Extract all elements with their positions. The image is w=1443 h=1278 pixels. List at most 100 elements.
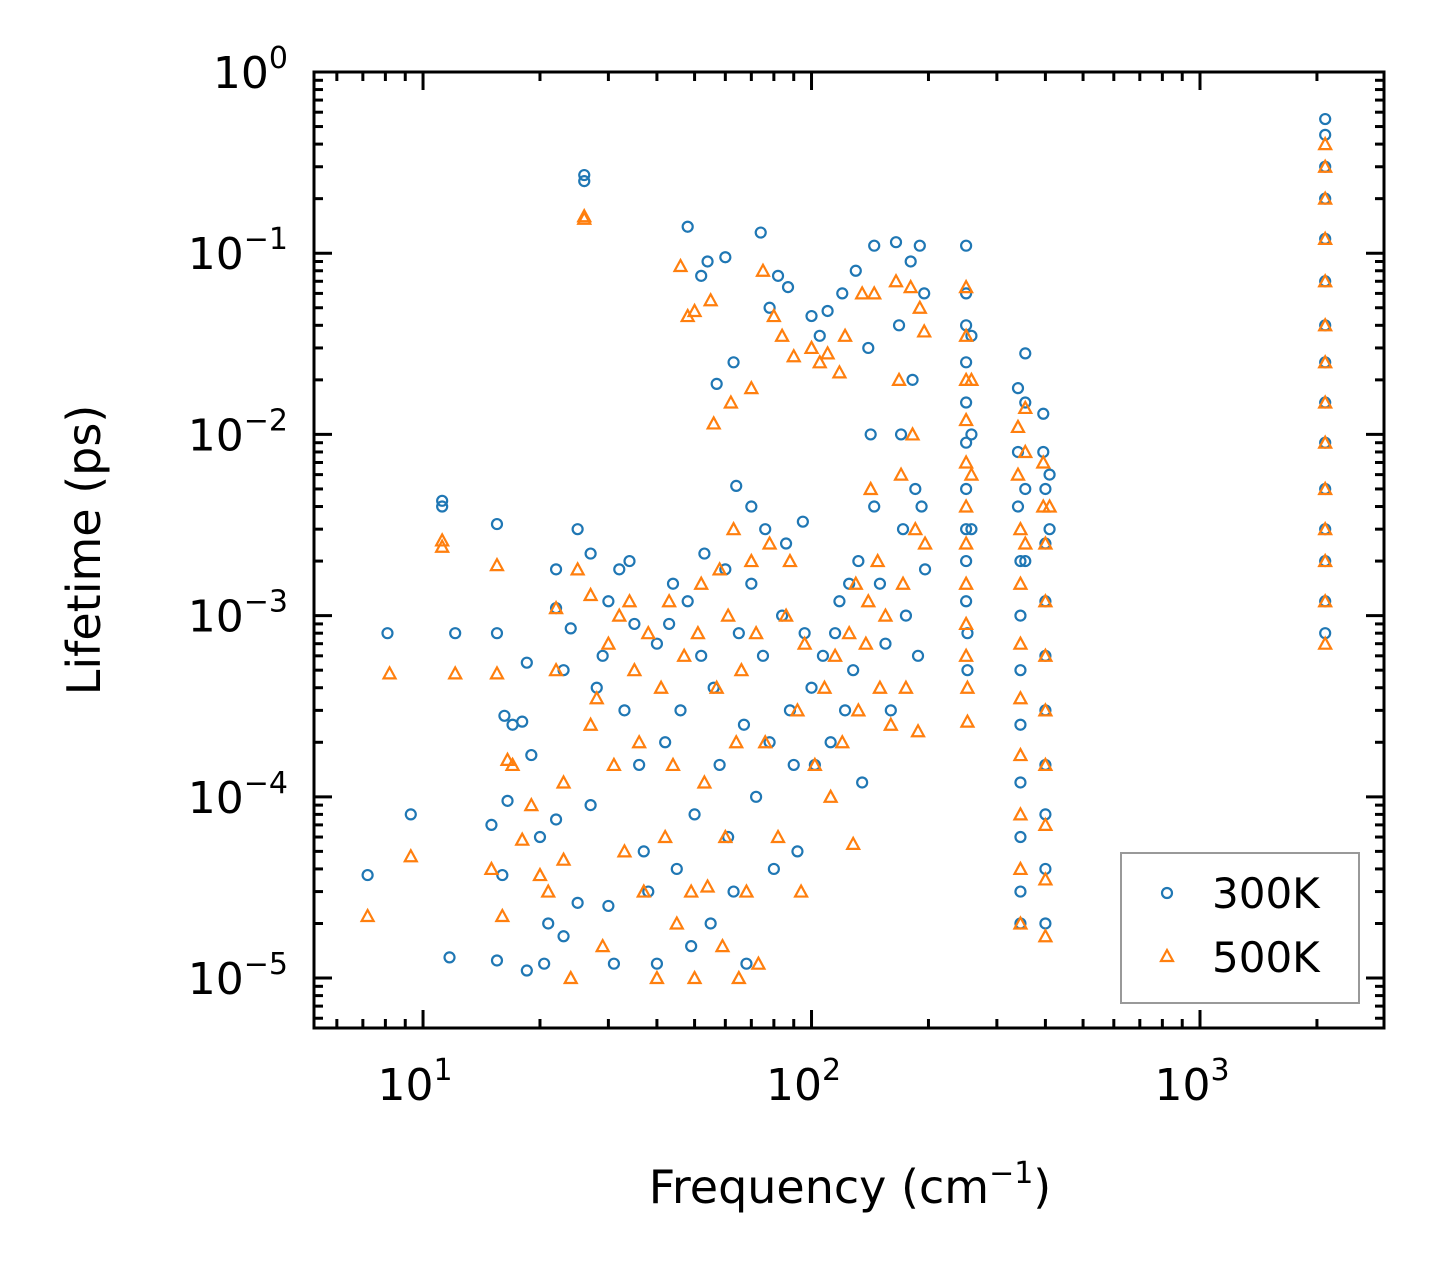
data-point-500k [676,647,692,662]
data-point-500k [494,907,511,923]
data-point-300k [796,515,809,528]
data-point-300k [960,287,973,300]
data-point-300k [542,917,555,930]
data-point-300k [892,319,906,332]
data-point-500k [963,371,980,386]
data-point-300k [404,808,417,821]
data-point-500k [728,733,745,749]
data-point-300k [1011,382,1025,395]
data-point-500k [916,323,933,338]
data-point-500k [1037,647,1054,662]
data-point-500k [576,210,593,225]
data-point-500k [1012,860,1029,876]
tick-labels: 101 102 103 100 10−1 10−2 10−3 10−4 10−5 [188,41,1230,1111]
axis-ticks [314,70,1384,1028]
data-point-500k [891,371,907,386]
data-point-300k [501,794,514,807]
data-point-500k [845,835,862,850]
data-point-500k [631,733,648,749]
data-point-500k [1035,454,1052,469]
data-point-500k [1037,756,1054,772]
data-point-300k [791,845,804,858]
data-point-300k [578,168,591,182]
data-point-300k [719,251,732,264]
data-point-500k [862,480,879,496]
data-point-300k [1014,718,1027,731]
data-point-500k [514,831,531,846]
data-point-500k [958,615,974,631]
data-point-300k [821,304,834,318]
data-point-300k [613,563,626,576]
data-point-500k [1012,746,1029,762]
data-point-300k [1037,407,1050,420]
data-point-300k [618,704,631,717]
data-point-500k [1317,434,1334,449]
data-point-500k [621,592,638,608]
data-point-300k [884,704,897,717]
y-tick-label: 10−4 [188,766,288,824]
data-point-500k [1012,520,1029,536]
data-point-500k [789,702,806,717]
data-point-300k [695,269,708,282]
data-point-500k [750,955,767,970]
data-point-300k [520,964,533,977]
data-point-500k [611,607,628,622]
data-point-300k [824,736,837,749]
data-point-300k [659,736,672,749]
data-point-300k [732,627,745,640]
data-point-500k [725,520,742,536]
data-points [359,112,1334,985]
data-point-500k [434,538,451,553]
data-point-500k [858,635,874,650]
data-point-300k [516,715,529,728]
data-point-500k [649,969,665,985]
data-point-500k [837,327,853,342]
y-tick-label: 10−5 [188,947,288,1005]
data-point-300k [571,523,584,536]
data-point-300k [685,940,698,953]
data-point-300k [960,396,973,409]
data-point-300k [805,681,818,694]
data-point-500k [895,575,911,590]
data-point-300k [767,862,780,876]
data-point-500k [803,339,820,355]
data-point-300k [607,957,621,970]
data-point-500k [569,561,586,576]
data-point-300k [681,595,694,608]
data-point-300k [1039,917,1052,930]
data-point-500k [693,575,710,590]
data-point-300k [584,799,597,812]
data-point-500k [1317,480,1334,496]
data-point-500k [714,937,731,953]
data-point-500k [657,828,674,844]
data-point-300k [879,637,892,650]
data-point-500k [958,498,974,513]
data-point-500k [841,624,858,640]
data-point-500k [743,552,760,568]
data-point-300k [745,577,758,590]
data-point-500k [872,679,888,694]
data-point-500k [1010,466,1026,481]
data-point-300k [533,830,547,844]
data-point-500k [562,969,579,985]
data-point-300k [628,617,641,631]
data-point-300k [833,595,846,608]
data-point-500k [1317,135,1334,151]
data-point-500k [555,774,572,789]
data-point-300k [896,523,910,536]
data-point-500k [860,592,877,608]
data-point-300k [873,577,887,590]
data-point-500k [834,733,851,749]
data-point-300k [1043,468,1056,481]
data-point-500k [661,592,677,608]
data-point-300k [960,239,973,252]
data-point-500k [910,722,926,738]
x-axis-title: Frequency (cm−1) [649,1156,1052,1214]
data-point-500k [683,883,700,898]
data-point-300k [816,649,830,662]
data-point-300k [1043,523,1056,536]
x-tick-label: 101 [377,1053,452,1111]
data-point-300k [1014,885,1027,898]
data-point-500k [626,661,643,677]
data-point-500k [866,285,883,300]
